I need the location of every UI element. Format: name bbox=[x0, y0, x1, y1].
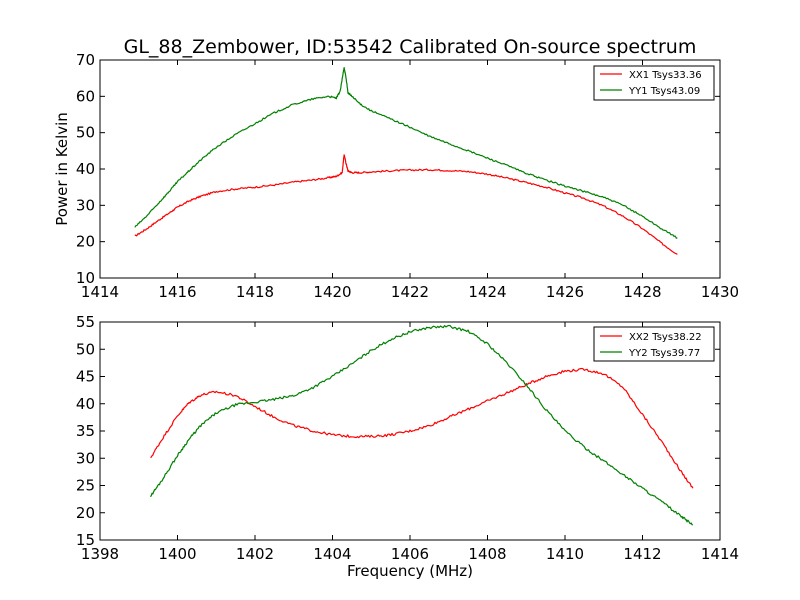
bottom-series-line-1 bbox=[150, 367, 694, 489]
bottom-y-tick-label: 40 bbox=[76, 395, 95, 413]
bottom-y-tick-label: 25 bbox=[76, 477, 95, 495]
bottom-y-tick-label: 15 bbox=[76, 531, 95, 549]
bottom-y-tick-label: 20 bbox=[76, 504, 95, 522]
top-x-tick-label: 1414 bbox=[81, 283, 119, 301]
bottom-series-line-2 bbox=[149, 324, 693, 526]
top-y-tick-label: 50 bbox=[76, 124, 95, 142]
top-plot-frame bbox=[99, 59, 721, 279]
top-y-tick-label: 40 bbox=[76, 160, 95, 178]
bottom-y-tick-label: 30 bbox=[76, 449, 95, 467]
bottom-y-tick-label: 50 bbox=[76, 340, 95, 358]
top-x-tick-label: 1420 bbox=[313, 283, 351, 301]
top-x-tick-label: 1422 bbox=[391, 283, 429, 301]
top-y-tick-label: 10 bbox=[76, 269, 95, 287]
bottom-series-lines bbox=[149, 324, 694, 526]
top-series-line-2 bbox=[134, 67, 678, 239]
top-x-tick-label: 1428 bbox=[623, 283, 661, 301]
top-series-line-1 bbox=[134, 154, 678, 255]
top-x-tick-label: 1430 bbox=[701, 283, 739, 301]
bottom-legend-box bbox=[593, 326, 715, 362]
top-x-tick-label: 1426 bbox=[546, 283, 584, 301]
bottom-axis-ticks: 1398 1400 1402 1404 1406 1408 1410 1412 1414 15 20… bbox=[76, 313, 739, 563]
bottom-x-tick-label: 1406 bbox=[391, 545, 429, 563]
bottom-y-tick-label: 35 bbox=[76, 422, 95, 440]
top-legend: XX1 Tsys33.36 YY1 Tsys43.09 bbox=[593, 65, 715, 101]
bottom-spectrum-plot: 1398 1400 1402 1404 1406 1408 1410 1412 1414 15 20… bbox=[76, 313, 739, 580]
chart-title: GL_88_Zembower, ID:53542 Calibrated On-s… bbox=[124, 36, 697, 58]
top-y-tick-label: 70 bbox=[76, 51, 95, 69]
bottom-y-tick-label: 55 bbox=[76, 313, 95, 331]
top-y-tick-label: 60 bbox=[76, 87, 95, 105]
top-y-axis-label: Power in Kelvin bbox=[53, 112, 71, 226]
bottom-x-tick-label: 1402 bbox=[236, 545, 274, 563]
top-series-lines bbox=[134, 67, 678, 255]
bottom-x-tick-label: 1414 bbox=[701, 545, 739, 563]
top-axis-ticks: 1414 1416 1418 1420 1422 1424 1426 1428 1430 10 20… bbox=[76, 51, 739, 301]
bottom-y-tick-label: 45 bbox=[76, 368, 95, 386]
bottom-x-tick-label: 1408 bbox=[468, 545, 506, 563]
bottom-plot-frame bbox=[99, 321, 721, 541]
bottom-x-tick-label: 1412 bbox=[623, 545, 661, 563]
bottom-x-tick-label: 1404 bbox=[313, 545, 351, 563]
top-legend-label-xx1: XX1 Tsys33.36 bbox=[629, 70, 702, 81]
top-spectrum-plot: 1414 1416 1418 1420 1422 1424 1426 1428 1430 10 20… bbox=[53, 51, 739, 301]
top-legend-box bbox=[593, 65, 715, 101]
bottom-x-tick-label: 1410 bbox=[546, 545, 584, 563]
bottom-x-axis-label: Frequency (MHz) bbox=[347, 562, 473, 580]
bottom-x-tick-label: 1398 bbox=[81, 545, 119, 563]
bottom-legend-label-xx2: XX2 Tsys38.22 bbox=[629, 332, 702, 343]
top-legend-label-yy1: YY1 Tsys43.09 bbox=[628, 86, 700, 97]
top-y-tick-label: 20 bbox=[76, 233, 95, 251]
top-y-tick-label: 30 bbox=[76, 196, 95, 214]
top-x-tick-label: 1416 bbox=[158, 283, 196, 301]
top-x-tick-label: 1424 bbox=[468, 283, 506, 301]
bottom-legend: XX2 Tsys38.22 YY2 Tsys39.77 bbox=[593, 326, 715, 362]
bottom-legend-label-yy2: YY2 Tsys39.77 bbox=[628, 348, 700, 359]
bottom-x-tick-label: 1400 bbox=[158, 545, 196, 563]
top-x-tick-label: 1418 bbox=[236, 283, 274, 301]
